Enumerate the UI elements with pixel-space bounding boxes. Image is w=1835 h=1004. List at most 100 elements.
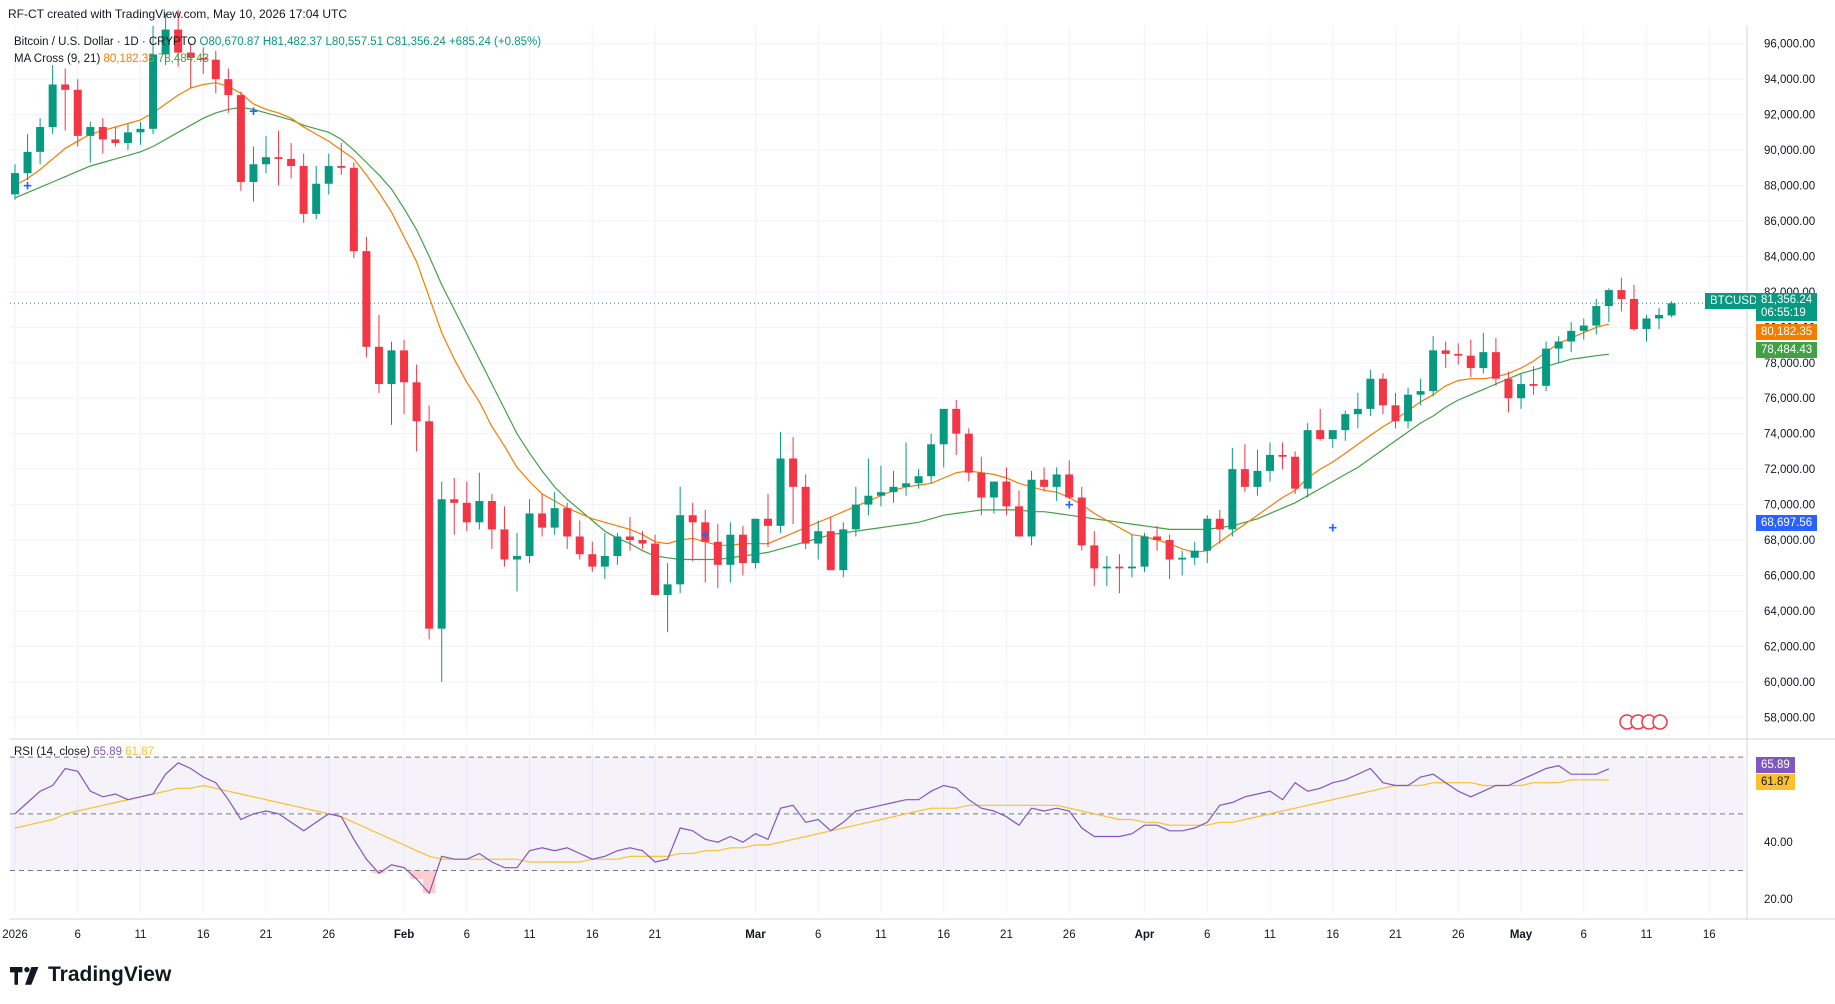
candle-body [450, 499, 459, 503]
candle-body [1441, 350, 1450, 354]
candle [814, 520, 823, 560]
candle-body [36, 127, 45, 152]
candle-body [1040, 479, 1049, 487]
candle [362, 236, 371, 358]
price-tick-label: 74,000.00 [1764, 429, 1815, 441]
candle-body [902, 483, 911, 487]
countdown-value: 06:55:19 [1761, 307, 1806, 319]
candle-body [776, 458, 785, 526]
candle-body [1002, 481, 1011, 507]
candle [23, 134, 32, 181]
candle [525, 499, 534, 564]
candle-body [1642, 318, 1651, 330]
candle-body [362, 251, 371, 347]
candle-body [23, 151, 32, 174]
time-tick-label: 16 [1326, 929, 1339, 941]
time-tick-label: 2026 [2, 929, 28, 941]
candle [588, 541, 597, 572]
candle-body [1215, 518, 1224, 530]
candle [550, 492, 559, 535]
candle-body [1102, 566, 1111, 569]
candle-body [563, 508, 572, 537]
candle-body [262, 157, 270, 165]
candle [374, 314, 383, 393]
candle-body [337, 166, 346, 168]
candle-body [864, 495, 873, 505]
candle-body [1316, 430, 1325, 439]
candle-body [1604, 290, 1613, 307]
rsi-ma-badge: 61.87 [1756, 774, 1795, 790]
ma-cross-marker-icon: + [1065, 497, 1074, 514]
rsi-tick-label: 40.00 [1764, 837, 1793, 849]
candle-body [1404, 394, 1413, 422]
candle [1077, 486, 1086, 551]
price-tick-label: 60,000.00 [1764, 677, 1815, 689]
symbol-legend[interactable]: Bitcoin / U.S. Dollar · 1D · CRYPTO O80,… [14, 36, 541, 48]
candle [174, 10, 183, 67]
tradingview-logo[interactable]: TradingView [10, 963, 171, 987]
candle [1052, 467, 1061, 502]
candle [1353, 392, 1362, 429]
ohlc-open: O80,670.87 [199, 36, 260, 48]
candle [676, 486, 685, 594]
time-tick-label: Apr [1135, 929, 1155, 941]
time-tick-label: Feb [394, 929, 414, 941]
candle [1291, 451, 1300, 494]
ma-cross-legend[interactable]: MA Cross (9, 21) 80,182.35 78,484.43 [14, 53, 209, 65]
candle [224, 68, 233, 113]
candle-body [437, 499, 446, 629]
rsi-ma-value: 61.87 [125, 746, 155, 758]
candle [864, 458, 873, 516]
price-tick-label: 92,000.00 [1764, 110, 1815, 122]
time-tick-label: 26 [322, 929, 335, 941]
candle [1115, 554, 1124, 594]
candle-body [73, 89, 82, 136]
candle [613, 532, 622, 565]
time-tick-label: 16 [197, 929, 210, 941]
rsi-legend[interactable]: RSI (14, close) 65.89 61.87 [14, 746, 154, 758]
candle-body [1517, 384, 1525, 399]
candle [1278, 442, 1287, 470]
time-tick-label: 11 [1641, 929, 1653, 941]
candle-body [588, 554, 597, 567]
candle-body [1454, 353, 1463, 356]
candle-body [977, 472, 986, 498]
candle-body [738, 534, 747, 564]
candle-body [1416, 391, 1425, 395]
rsi-line [14, 762, 1610, 895]
candle [776, 431, 785, 533]
candle [701, 509, 710, 583]
time-tick-label: 16 [937, 929, 950, 941]
candle [487, 493, 496, 549]
time-tick-label: 6 [75, 929, 81, 941]
candle [299, 153, 308, 223]
candle-body [1592, 306, 1601, 326]
last-price-value: 81,356.24 [1761, 294, 1813, 306]
candle [977, 456, 986, 516]
candle-body [174, 29, 183, 53]
candle [688, 502, 697, 562]
candle-body [952, 408, 961, 434]
candle-body [613, 536, 622, 556]
candle-body [11, 173, 19, 195]
candle [1015, 490, 1023, 537]
symbol-badge[interactable]: BTCUSD [1705, 293, 1763, 309]
symbol-title: Bitcoin / U.S. Dollar · 1D · CRYPTO [14, 36, 197, 48]
candle [638, 531, 647, 549]
candle [1328, 430, 1337, 448]
candle-body [274, 157, 283, 159]
candle [462, 481, 471, 532]
candle-body [324, 166, 333, 184]
candle [1090, 531, 1099, 587]
candle [851, 486, 860, 537]
candle-body [927, 444, 936, 477]
candle [425, 405, 434, 640]
candle [48, 64, 57, 135]
candle-body [1378, 378, 1387, 406]
candle [1416, 378, 1425, 406]
candle-body [1617, 290, 1626, 299]
candle [1228, 447, 1237, 537]
candle-body [98, 127, 107, 140]
candle-body [638, 540, 647, 544]
